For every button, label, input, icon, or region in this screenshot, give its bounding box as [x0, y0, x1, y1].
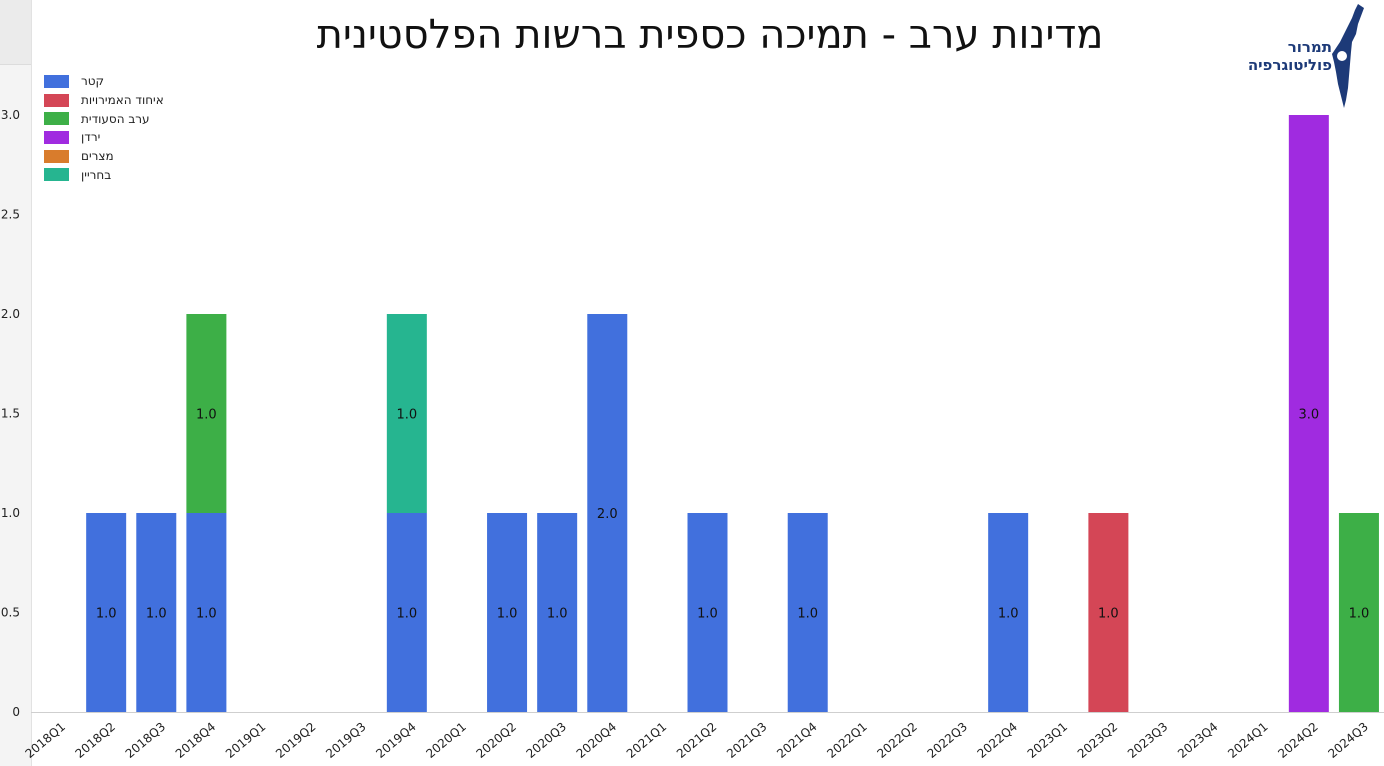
x-tick-label: 2020Q1	[423, 720, 468, 761]
bar-segment	[1338, 513, 1379, 712]
x-tick-label: 2018Q1	[23, 720, 68, 761]
bar-segment	[386, 314, 427, 513]
x-tick-label: 2022Q3	[925, 720, 970, 761]
bar-value-label: 1.0	[396, 607, 417, 622]
y-tick-label: 0	[12, 705, 20, 719]
legend-item: מצרים	[44, 147, 164, 166]
bar-segment	[386, 513, 427, 712]
bar-segment	[136, 513, 177, 712]
x-tick-label: 2021Q2	[674, 720, 719, 761]
bar-value-label: 1.0	[797, 607, 818, 622]
legend-label: קטר	[81, 74, 105, 89]
bar-segment	[537, 513, 578, 712]
bar-value-label: 1.0	[96, 607, 117, 622]
y-tick-label: 1.0	[1, 506, 20, 520]
bar-value-label: 1.0	[396, 408, 417, 423]
legend-swatch	[44, 112, 69, 126]
israel-map-icon	[1332, 4, 1364, 108]
x-tick-label: 2020Q2	[474, 720, 519, 761]
legend-swatch	[44, 93, 69, 107]
y-tick-label: 0.5	[1, 606, 20, 620]
y-tick-label: 2.0	[1, 307, 20, 321]
bar-segment	[1288, 115, 1329, 712]
legend-item: ירדן	[44, 128, 164, 147]
x-tick-label: 2019Q2	[273, 720, 318, 761]
bar-segment	[487, 513, 528, 712]
legend-label: בחריין	[81, 167, 112, 182]
x-tick-label: 2018Q2	[73, 720, 118, 761]
bar-value-label: 1.0	[196, 408, 217, 423]
bar-segment	[587, 314, 628, 712]
x-tick-label: 2020Q4	[574, 720, 619, 761]
x-tick-label: 2023Q4	[1175, 720, 1220, 761]
x-tick-label: 2021Q1	[624, 720, 669, 761]
x-tick-label: 2024Q3	[1325, 720, 1370, 761]
logo-text-line2: פוליטוגרפיה	[1247, 56, 1332, 74]
bar-value-label: 1.0	[547, 607, 568, 622]
left-side-panel	[0, 0, 32, 766]
x-tick-label: 2019Q3	[323, 720, 368, 761]
x-tick-label: 2023Q3	[1125, 720, 1170, 761]
legend-swatch	[44, 130, 69, 144]
bar-value-label: 3.0	[1298, 408, 1319, 423]
legend-swatch	[44, 149, 69, 163]
x-tick-label: 2021Q3	[724, 720, 769, 761]
x-tick-label: 2021Q4	[774, 720, 819, 761]
bar-value-label: 1.0	[697, 607, 718, 622]
bar-value-label: 1.0	[1349, 607, 1370, 622]
x-tick-label: 2018Q3	[123, 720, 168, 761]
chart-legend: קטר איחוד האמירויות ערב הסעודית ירדן מצרים בח…	[44, 72, 164, 184]
bar-segment	[186, 513, 227, 712]
page-title: מדינות ערב - תמיכה כספית ברשות הפלסטינית	[316, 12, 1104, 58]
y-tick-label: 1.5	[1, 407, 20, 421]
bar-value-label: 1.0	[196, 607, 217, 622]
bar-value-label: 1.0	[146, 607, 167, 622]
bar-segment	[86, 513, 127, 712]
left-panel-header	[0, 0, 31, 65]
x-tick-label: 2023Q1	[1025, 720, 1070, 761]
bar-value-label: 2.0	[597, 507, 618, 522]
y-tick-label: 2.5	[1, 208, 20, 222]
legend-label: מצרים	[81, 149, 114, 164]
bar-segment	[186, 314, 227, 513]
legend-swatch	[44, 74, 69, 88]
legend-item: קטר	[44, 72, 164, 91]
x-tick-label: 2018Q4	[173, 720, 218, 761]
bar-value-label: 1.0	[497, 607, 518, 622]
legend-label: איחוד האמירויות	[81, 93, 164, 108]
bar-value-label: 1.0	[998, 607, 1019, 622]
x-tick-label: 2024Q2	[1275, 720, 1320, 761]
legend-item: איחוד האמירויות	[44, 91, 164, 110]
legend-label: ערב הסעודית	[81, 111, 150, 126]
legend-label: ירדן	[81, 130, 101, 145]
legend-item: ערב הסעודית	[44, 109, 164, 128]
x-tick-label: 2022Q4	[975, 720, 1020, 761]
x-tick-label: 2024Q1	[1225, 720, 1270, 761]
logo: תמרור פוליטוגרפיה	[1228, 4, 1368, 108]
x-tick-label: 2020Q3	[524, 720, 569, 761]
bar-value-label: 1.0	[1098, 607, 1119, 622]
y-tick-label: 3.0	[1, 108, 20, 122]
x-tick-label: 2022Q1	[824, 720, 869, 761]
bar-segment	[687, 513, 728, 712]
bar-segment	[988, 513, 1029, 712]
legend-swatch	[44, 168, 69, 182]
x-tick-label: 2019Q4	[373, 720, 418, 761]
legend-item: בחריין	[44, 165, 164, 184]
bar-segment	[1088, 513, 1129, 712]
bar-segment	[787, 513, 828, 712]
x-tick-label: 2022Q2	[874, 720, 919, 761]
logo-text-line1: תמרור	[1287, 38, 1332, 56]
x-tick-label: 2019Q1	[223, 720, 268, 761]
x-tick-label: 2023Q2	[1075, 720, 1120, 761]
